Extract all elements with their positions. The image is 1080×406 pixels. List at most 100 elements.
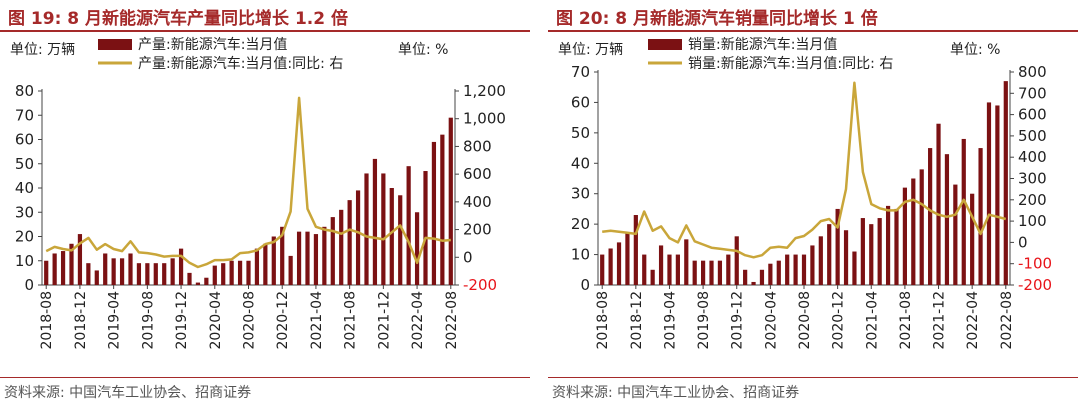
bar-2021-09	[911, 178, 916, 285]
right-tick-label: 0	[1018, 233, 1028, 251]
bar-2021-03	[305, 231, 310, 285]
left-tick-label: 30	[571, 185, 590, 203]
x-tick-label: 2022-08	[999, 291, 1015, 350]
bar-2020-04	[212, 265, 217, 285]
x-tick-label: 2020-12	[831, 291, 847, 350]
bar-2019-11	[170, 258, 175, 285]
bar-2021-08	[347, 200, 352, 285]
bar-2021-12	[936, 123, 941, 285]
left-tick-label: 20	[571, 215, 590, 233]
bar-2021-04	[313, 234, 319, 285]
chart-production: 单位: 万辆 单位: % 产量:新能源汽车:当月值产量:新能源汽车:当月值:同比: …	[10, 36, 506, 350]
x-tick-label: 2019-12	[730, 291, 746, 350]
bar-2022-07	[440, 134, 445, 285]
legend-bar-swatch	[648, 39, 682, 50]
bar-2019-07	[692, 260, 697, 285]
left-tick-label: 40	[15, 179, 34, 197]
bar-2021-11	[372, 158, 378, 285]
right-tick-label: 100	[1018, 212, 1047, 230]
bar-2019-05	[675, 254, 680, 285]
bar-2020-12	[835, 208, 840, 285]
chart-sales: 单位: 万辆 单位: % 销量:新能源汽车:当月值销量:新能源汽车:当月值:同比: …	[558, 36, 1052, 350]
right-tick-label: 800	[1018, 63, 1047, 81]
x-tick-label: 2022-04	[410, 291, 426, 350]
x-tick-label: 2022-04	[965, 291, 981, 350]
bar-2019-04	[667, 254, 672, 285]
x-tick-label: 2018-08	[39, 291, 55, 350]
left-tick-label: 0	[580, 276, 590, 294]
bar-2019-06	[684, 239, 689, 285]
bar-2021-10	[364, 173, 369, 285]
bar-2022-05	[423, 171, 428, 285]
bar-2019-01	[86, 263, 91, 285]
left-tick-label: 30	[15, 203, 34, 221]
yoy-growth-line	[602, 81, 1007, 259]
x-tick-label: 2021-12	[932, 291, 948, 350]
right-tick-label: 800	[463, 137, 492, 155]
bar-2018-09	[52, 253, 57, 285]
bar-2018-08	[44, 260, 49, 285]
bar-2020-02	[195, 282, 201, 285]
bar-2020-03	[759, 269, 765, 285]
right-tick-label: 200	[1018, 191, 1047, 209]
bar-2022-05	[978, 148, 983, 285]
right-tick-label: 200	[463, 221, 492, 239]
bar-2020-09	[254, 248, 260, 285]
bar-2022-06	[986, 102, 992, 285]
bar-2021-01	[288, 255, 293, 285]
bar-2020-04	[768, 263, 773, 285]
legend-line-label: 销量:新能源汽车:当月值:同比: 右	[688, 55, 893, 72]
chart-panel-sales: 图 20: 8 月新能源汽车销量同比增长 1 倍 单位: 万辆 单位: % 销量:新…	[548, 0, 1078, 406]
bar-2019-07	[136, 263, 142, 285]
bar-2020-06	[785, 254, 790, 285]
bar-2022-01	[389, 188, 394, 285]
x-tick-label: 2021-04	[309, 291, 325, 350]
left-tick-label: 80	[15, 82, 34, 100]
yoy-growth-line	[45, 96, 451, 269]
x-tick-label: 2019-08	[696, 291, 712, 350]
bar-2020-12	[280, 226, 285, 285]
source-note: 资料来源: 中国汽车工业协会、招商证券	[552, 385, 800, 401]
bar-2020-02	[751, 281, 756, 285]
right-tick-label: 700	[1018, 84, 1047, 102]
x-tick-label: 2019-04	[663, 291, 679, 350]
bar-2020-05	[221, 263, 226, 285]
bar-2022-03	[961, 138, 966, 285]
bar-2020-06	[229, 260, 234, 285]
bar-2021-09	[355, 190, 361, 285]
bar-2022-04	[414, 212, 420, 285]
bar-2019-02	[650, 269, 655, 285]
left-axis-unit: 单位: 万辆	[558, 42, 623, 58]
bar-2022-03	[406, 166, 411, 285]
bar-2020-10	[818, 236, 823, 285]
bar-2018-11	[625, 233, 630, 285]
legend-line-label: 产量:新能源汽车:当月值:同比: 右	[138, 55, 343, 72]
x-tick-label: 2020-04	[208, 291, 224, 350]
bar-2019-08	[701, 260, 706, 285]
right-axis-unit: 单位: %	[950, 42, 1000, 58]
bar-2022-02	[398, 195, 403, 285]
bar-2020-09	[810, 245, 815, 285]
bar-2021-02	[296, 231, 302, 285]
x-tick-label: 2018-12	[73, 291, 89, 350]
bar-2019-11	[726, 254, 731, 285]
right-tick-label: -200	[463, 276, 497, 294]
legend-bar-swatch	[98, 39, 132, 50]
x-tick-label: 2018-12	[629, 291, 645, 350]
bar-2018-09	[608, 248, 613, 285]
bar-2018-10	[60, 251, 66, 285]
legend-bar-label: 产量:新能源汽车:当月值	[138, 36, 287, 53]
x-tick-label: 2018-08	[595, 291, 611, 350]
bar-2019-06	[128, 253, 133, 285]
bar-2021-12	[381, 173, 386, 285]
bar-2020-01	[187, 272, 192, 285]
bar-2022-06	[431, 141, 437, 285]
left-tick-label: 50	[571, 124, 590, 142]
x-tick-label: 2020-04	[763, 291, 779, 350]
right-tick-label: 500	[1018, 127, 1047, 145]
bar-2020-08	[801, 254, 807, 285]
bar-2019-04	[111, 258, 116, 285]
bar-2020-07	[793, 254, 798, 285]
x-tick-label: 2020-12	[275, 291, 291, 350]
bar-2021-10	[919, 169, 924, 285]
